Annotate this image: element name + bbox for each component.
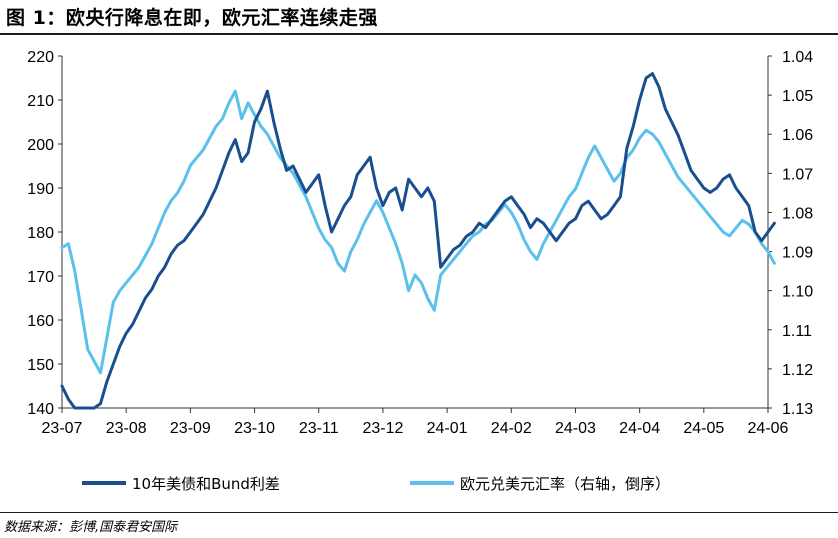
plot-frame bbox=[61, 56, 769, 409]
legend: 10年美债和Bund利差 欧元兑美元汇率（右轴，倒序） bbox=[82, 475, 670, 493]
right-tick-label: 1.11 bbox=[782, 323, 812, 340]
x-tick-label: 24-01 bbox=[427, 420, 468, 437]
series-layer bbox=[60, 72, 776, 410]
right-tick-label: 1.10 bbox=[782, 284, 813, 301]
x-tick-label: 24-04 bbox=[619, 420, 660, 437]
spread-series-line bbox=[60, 72, 776, 410]
left-tick-label: 200 bbox=[27, 137, 54, 154]
right-tick-label: 1.06 bbox=[782, 127, 813, 144]
right-y-axis: 1.04 1.05 1.06 1.07 1.08 1.09 1.10 1.11 1.12 1.13 bbox=[768, 49, 813, 418]
right-tick-label: 1.09 bbox=[782, 245, 813, 262]
legend-item-spread-label: 10年美债和Bund利差 bbox=[132, 475, 280, 493]
right-tick-label: 1.04 bbox=[782, 49, 813, 66]
left-tick-label: 140 bbox=[27, 401, 54, 418]
x-axis: 23-07 23-08 23-09 23-10 23-11 23-12 24-01 24-02… bbox=[42, 408, 789, 437]
left-tick-label: 210 bbox=[27, 93, 54, 110]
right-tick-label: 1.08 bbox=[782, 205, 813, 222]
figure-title: 图 1：欧央行降息在即，欧元汇率连续走强 bbox=[6, 7, 378, 29]
left-tick-label: 180 bbox=[27, 225, 54, 242]
right-tick-label: 1.13 bbox=[782, 401, 813, 418]
x-tick-label: 23-08 bbox=[106, 420, 147, 437]
figure-title-bar: 图 1：欧央行降息在即，欧元汇率连续走强 bbox=[0, 0, 838, 30]
right-tick-label: 1.12 bbox=[782, 362, 813, 379]
x-tick-label: 23-07 bbox=[42, 420, 83, 437]
x-tick-label: 23-11 bbox=[299, 420, 339, 437]
source-divider bbox=[0, 512, 838, 513]
x-tick-label: 24-06 bbox=[748, 420, 789, 437]
left-tick-label: 190 bbox=[27, 181, 54, 198]
right-tick-label: 1.05 bbox=[782, 88, 813, 105]
right-tick-label: 1.07 bbox=[782, 166, 813, 183]
x-tick-label: 24-02 bbox=[491, 420, 532, 437]
left-y-axis: 140 150 160 170 180 190 200 210 220 bbox=[27, 49, 62, 418]
title-divider bbox=[0, 33, 838, 35]
left-tick-label: 170 bbox=[27, 269, 54, 286]
x-tick-label: 24-05 bbox=[683, 420, 724, 437]
x-tick-label: 23-12 bbox=[362, 420, 403, 437]
x-tick-label: 23-09 bbox=[170, 420, 211, 437]
legend-item-eurusd-label: 欧元兑美元汇率（右轴，倒序） bbox=[460, 475, 670, 493]
left-tick-label: 160 bbox=[27, 313, 54, 330]
eurusd-series-line bbox=[60, 89, 776, 375]
left-tick-label: 150 bbox=[27, 357, 54, 374]
chart: 140 150 160 170 180 190 200 210 220 1.04 1.05 1.06… bbox=[27, 49, 813, 493]
source-note: 数据来源：彭博,国泰君安国际 bbox=[4, 520, 178, 535]
x-tick-label: 23-10 bbox=[234, 420, 275, 437]
x-tick-label: 24-03 bbox=[555, 420, 596, 437]
left-tick-label: 220 bbox=[27, 49, 54, 66]
